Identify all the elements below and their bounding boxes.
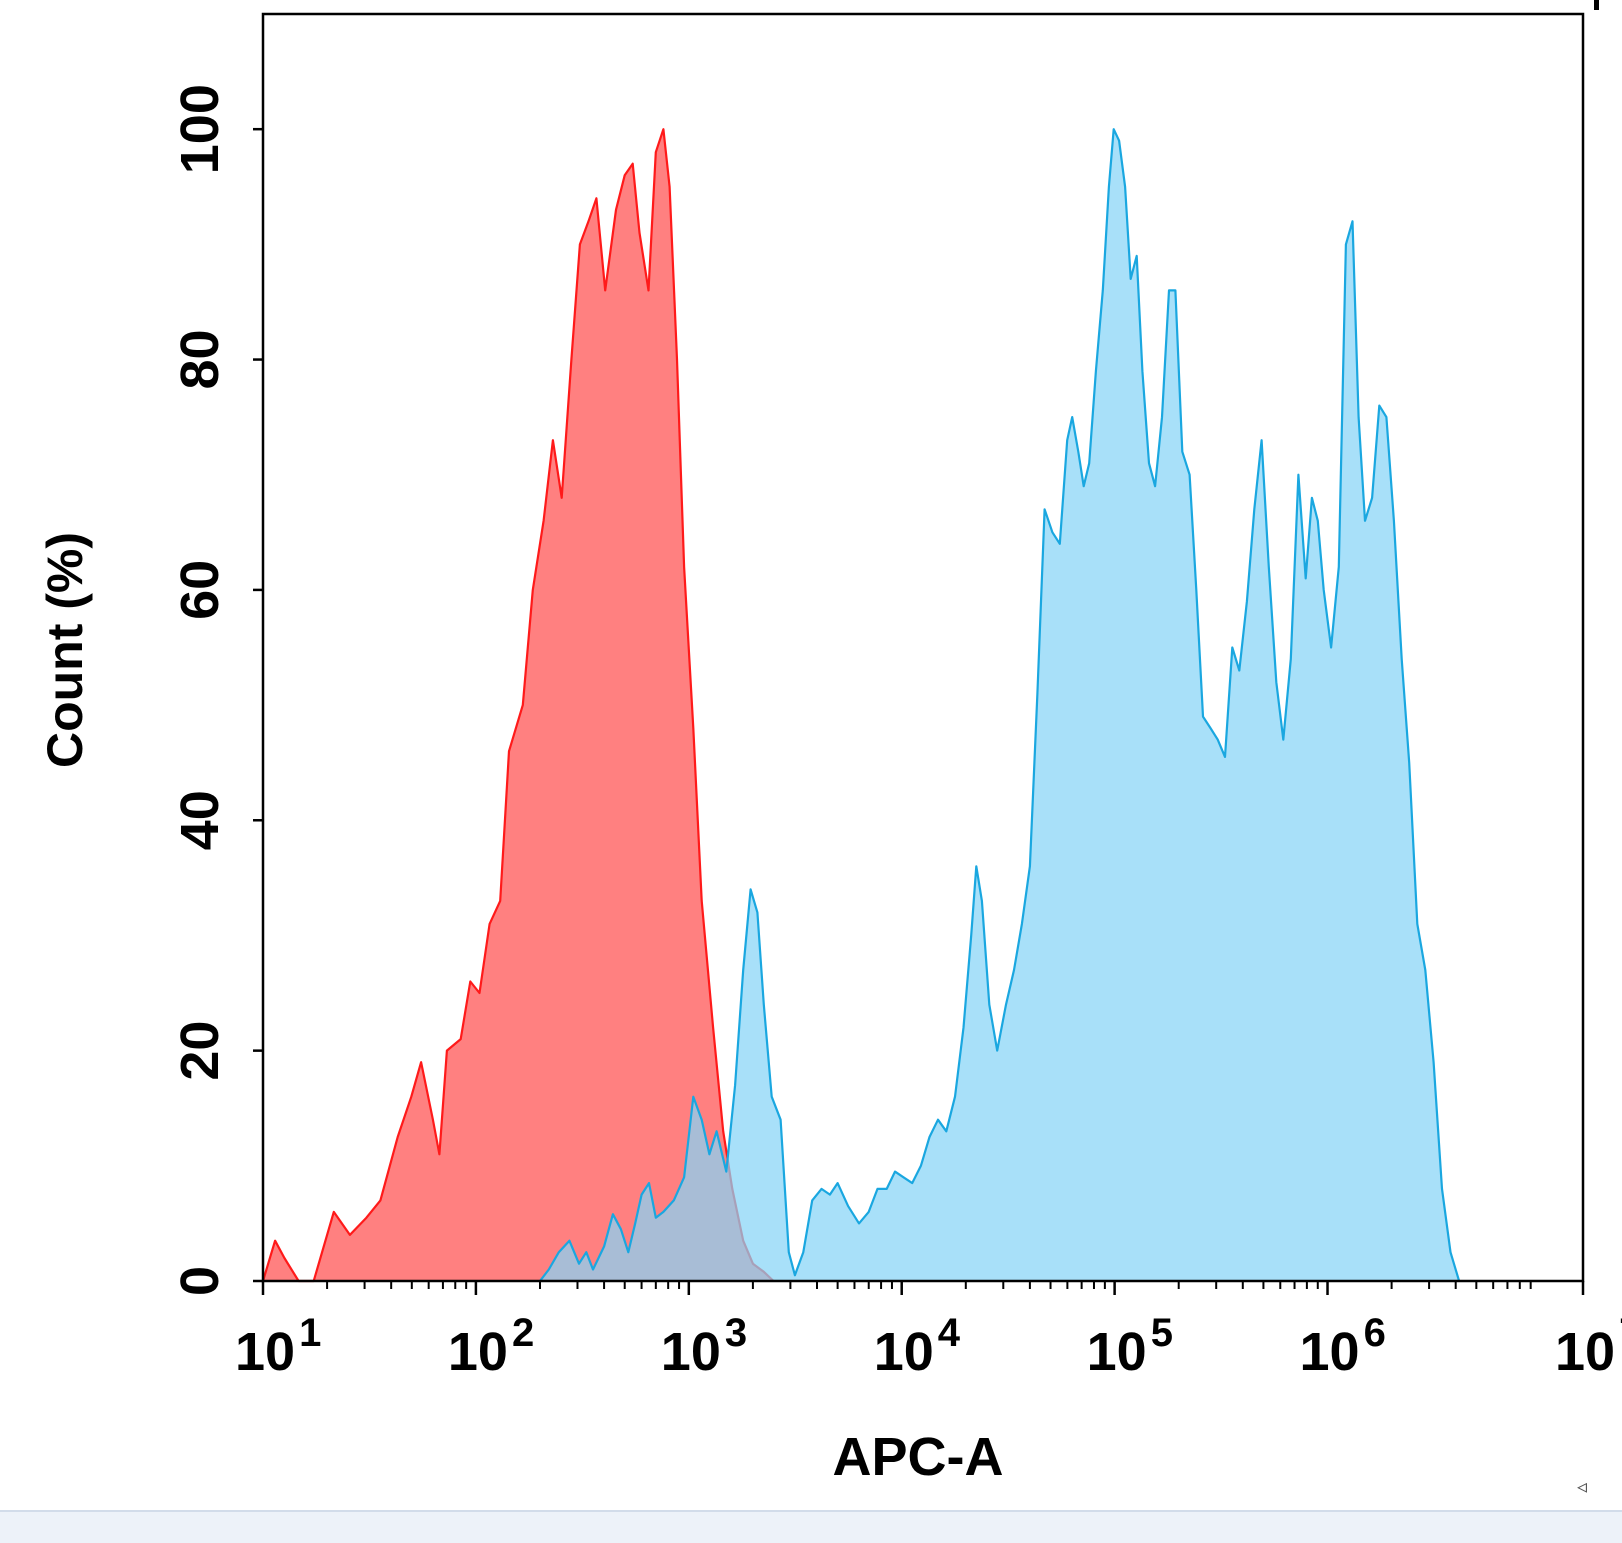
series-2-fill	[540, 129, 1460, 1282]
plot-border	[261, 12, 1585, 1283]
y-tick-label: 40	[170, 790, 230, 850]
bottom-scroll-strip	[0, 1510, 1622, 1543]
series-2-outline	[539, 128, 1461, 1282]
histogram-chart: 101 102 103 104 105 106 107.2 0 20 40 60 80 100 APC…	[37, 0, 1622, 1487]
x-axis-ticks: 101 102 103 104 105 106 107.2	[235, 1281, 1622, 1382]
y-axis-title: Count (%)	[37, 532, 93, 768]
corner-mark	[1594, 0, 1599, 10]
x-tick-label: 10 2	[448, 1311, 534, 1382]
y-tick-label: 60	[170, 560, 230, 620]
x-tick-label: 10 4	[874, 1311, 961, 1382]
y-tick-label: 0	[170, 1266, 230, 1296]
series-1-fill	[263, 129, 774, 1282]
series-1-outline	[261, 128, 775, 1283]
x-tick-label: 10 1	[235, 1311, 321, 1382]
y-tick-label: 100	[170, 84, 230, 174]
plot-frame	[261, 0, 1599, 1283]
series-layer	[261, 128, 1461, 1283]
resize-corner-icon: ◃	[1577, 1474, 1588, 1498]
x-tick-label: 10 3	[661, 1311, 747, 1382]
x-tick-label: 10 6	[1300, 1311, 1386, 1382]
x-tick-label: 107.2	[1555, 1311, 1622, 1382]
y-tick-label: 20	[170, 1021, 230, 1081]
y-tick-label: 80	[170, 329, 230, 389]
y-axis-ticks: 0 20 40 60 80 100	[170, 84, 263, 1296]
x-tick-label: 10 5	[1087, 1311, 1173, 1382]
x-axis-title: APC-A	[833, 1427, 1004, 1487]
